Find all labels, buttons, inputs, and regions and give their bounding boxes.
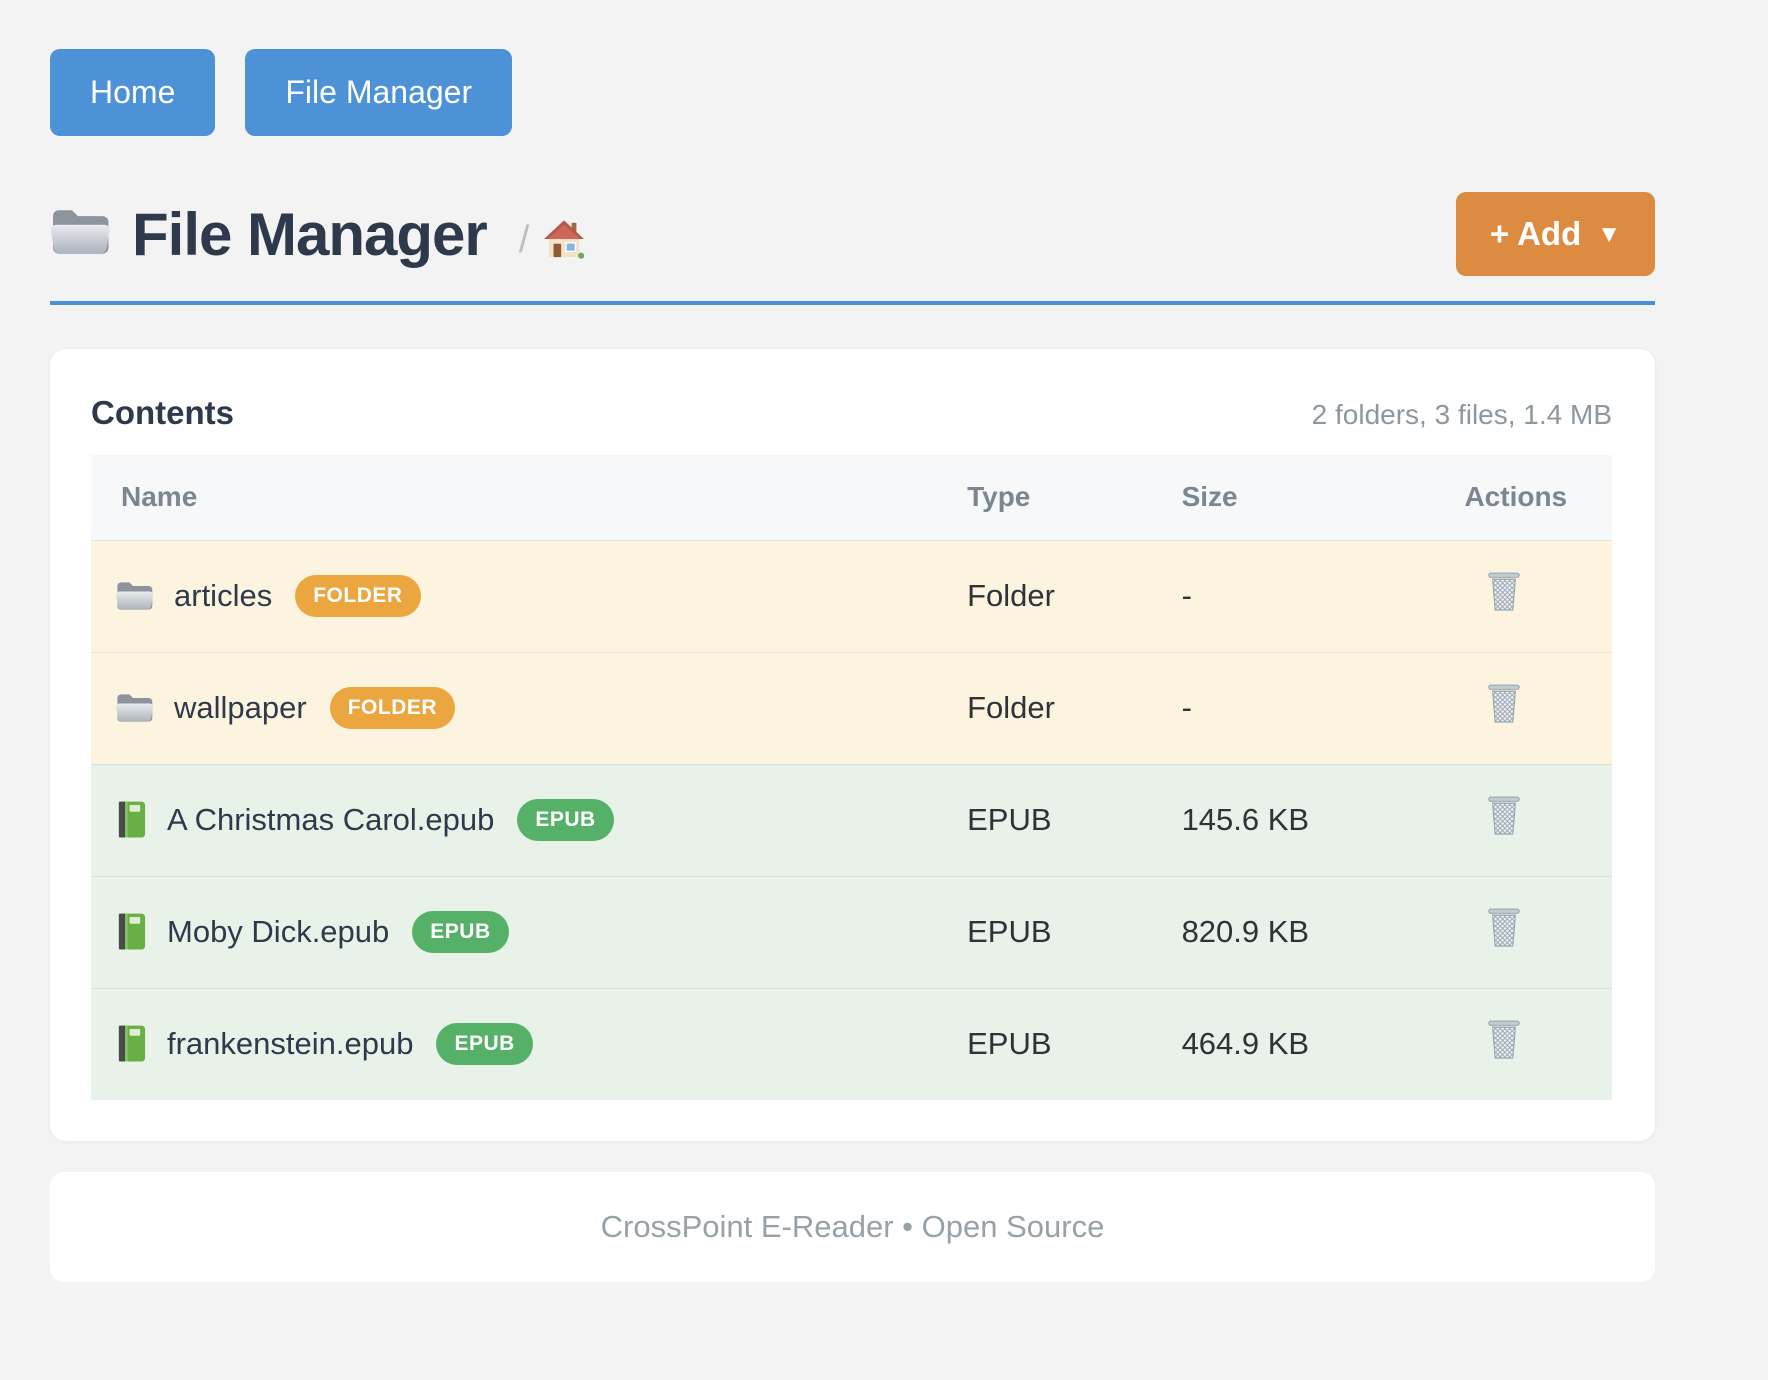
file-name-link[interactable]: wallpaper [174, 690, 307, 725]
file-type: EPUB [967, 987, 1182, 1100]
file-type: Folder [967, 539, 1182, 652]
file-name-cell: frankenstein.epub EPUB [91, 1023, 967, 1066]
add-button[interactable]: + Add ▼ [1455, 192, 1655, 276]
page-container: Home File Manager File Manager / [50, 0, 1655, 1282]
title-wrap: File Manager / [50, 200, 585, 269]
file-type-badge: EPUB [412, 911, 509, 953]
file-name-cell: Moby Dick.epub EPUB [91, 911, 967, 953]
green-book-icon [115, 1024, 148, 1065]
top-nav: Home File Manager [50, 49, 1655, 136]
house-icon[interactable] [543, 219, 585, 264]
contents-card: Contents 2 folders, 3 files, 1.4 MB Name… [50, 349, 1655, 1141]
file-table: Name Type Size Actions [91, 455, 1612, 1100]
contents-card-header: Contents 2 folders, 3 files, 1.4 MB [91, 393, 1612, 433]
table-row: Moby Dick.epub EPUB EPUB 820.9 KB [91, 875, 1612, 988]
breadcrumb-separator: / [518, 218, 530, 261]
table-row: frankenstein.epub EPUB EPUB 464.9 KB [91, 987, 1612, 1100]
file-size: 145.6 KB [1181, 763, 1465, 876]
home-button[interactable]: Home [50, 49, 216, 136]
column-header-type: Type [967, 455, 1182, 540]
folder-icon [115, 579, 155, 613]
file-size: 464.9 KB [1181, 987, 1465, 1100]
wastebasket-icon [1486, 571, 1522, 616]
wastebasket-icon [1486, 1019, 1522, 1064]
file-size: - [1181, 651, 1465, 764]
file-type: EPUB [967, 763, 1182, 876]
file-type: EPUB [967, 875, 1182, 988]
green-book-icon [115, 800, 148, 841]
green-book-icon [115, 912, 148, 953]
delete-button[interactable] [1486, 571, 1522, 616]
file-type: Folder [967, 651, 1182, 764]
column-header-actions: Actions [1464, 455, 1612, 540]
chevron-down-icon: ▼ [1597, 221, 1621, 248]
add-button-label: + Add [1489, 215, 1582, 252]
file-name-cell: articles FOLDER [91, 575, 967, 617]
contents-summary: 2 folders, 3 files, 1.4 MB [1311, 399, 1612, 430]
file-size: 820.9 KB [1181, 875, 1465, 988]
table-row: A Christmas Carol.epub EPUB EPUB 145.6 K… [91, 763, 1612, 876]
file-manager-button[interactable]: File Manager [245, 49, 513, 136]
page-header: File Manager / + Add ▼ [50, 192, 1655, 305]
delete-button[interactable] [1486, 1019, 1522, 1064]
footer-text: CrossPoint E-Reader • Open Source [600, 1209, 1105, 1244]
file-name-link[interactable]: frankenstein.epub [167, 1026, 414, 1062]
table-header-row: Name Type Size Actions [91, 455, 1612, 540]
file-size: - [1181, 539, 1465, 652]
file-type-badge: FOLDER [295, 575, 421, 617]
table-row: articles FOLDER Folder - [91, 539, 1612, 652]
contents-title: Contents [91, 394, 234, 431]
file-table-body: articles FOLDER Folder - [91, 539, 1612, 1100]
delete-button[interactable] [1486, 683, 1522, 728]
file-type-badge: EPUB [517, 799, 614, 841]
file-name-cell: wallpaper FOLDER [91, 687, 967, 729]
delete-button[interactable] [1486, 907, 1522, 952]
file-name-link[interactable]: A Christmas Carol.epub [167, 802, 495, 837]
folder-icon [50, 205, 112, 264]
page-title: File Manager [132, 200, 488, 268]
file-name-link[interactable]: articles [174, 578, 273, 613]
footer-card: CrossPoint E-Reader • Open Source [50, 1172, 1655, 1282]
wastebasket-icon [1486, 795, 1522, 840]
file-name-cell: A Christmas Carol.epub EPUB [91, 799, 967, 841]
folder-icon [115, 691, 155, 725]
wastebasket-icon [1486, 683, 1522, 728]
file-type-badge: FOLDER [329, 687, 456, 729]
file-type-badge: EPUB [436, 1023, 533, 1066]
wastebasket-icon [1486, 907, 1522, 952]
delete-button[interactable] [1486, 795, 1522, 840]
column-header-name: Name [91, 455, 968, 540]
file-name-link[interactable]: Moby Dick.epub [167, 914, 390, 949]
column-header-size: Size [1181, 455, 1465, 540]
table-row: wallpaper FOLDER Folder - [91, 651, 1612, 764]
